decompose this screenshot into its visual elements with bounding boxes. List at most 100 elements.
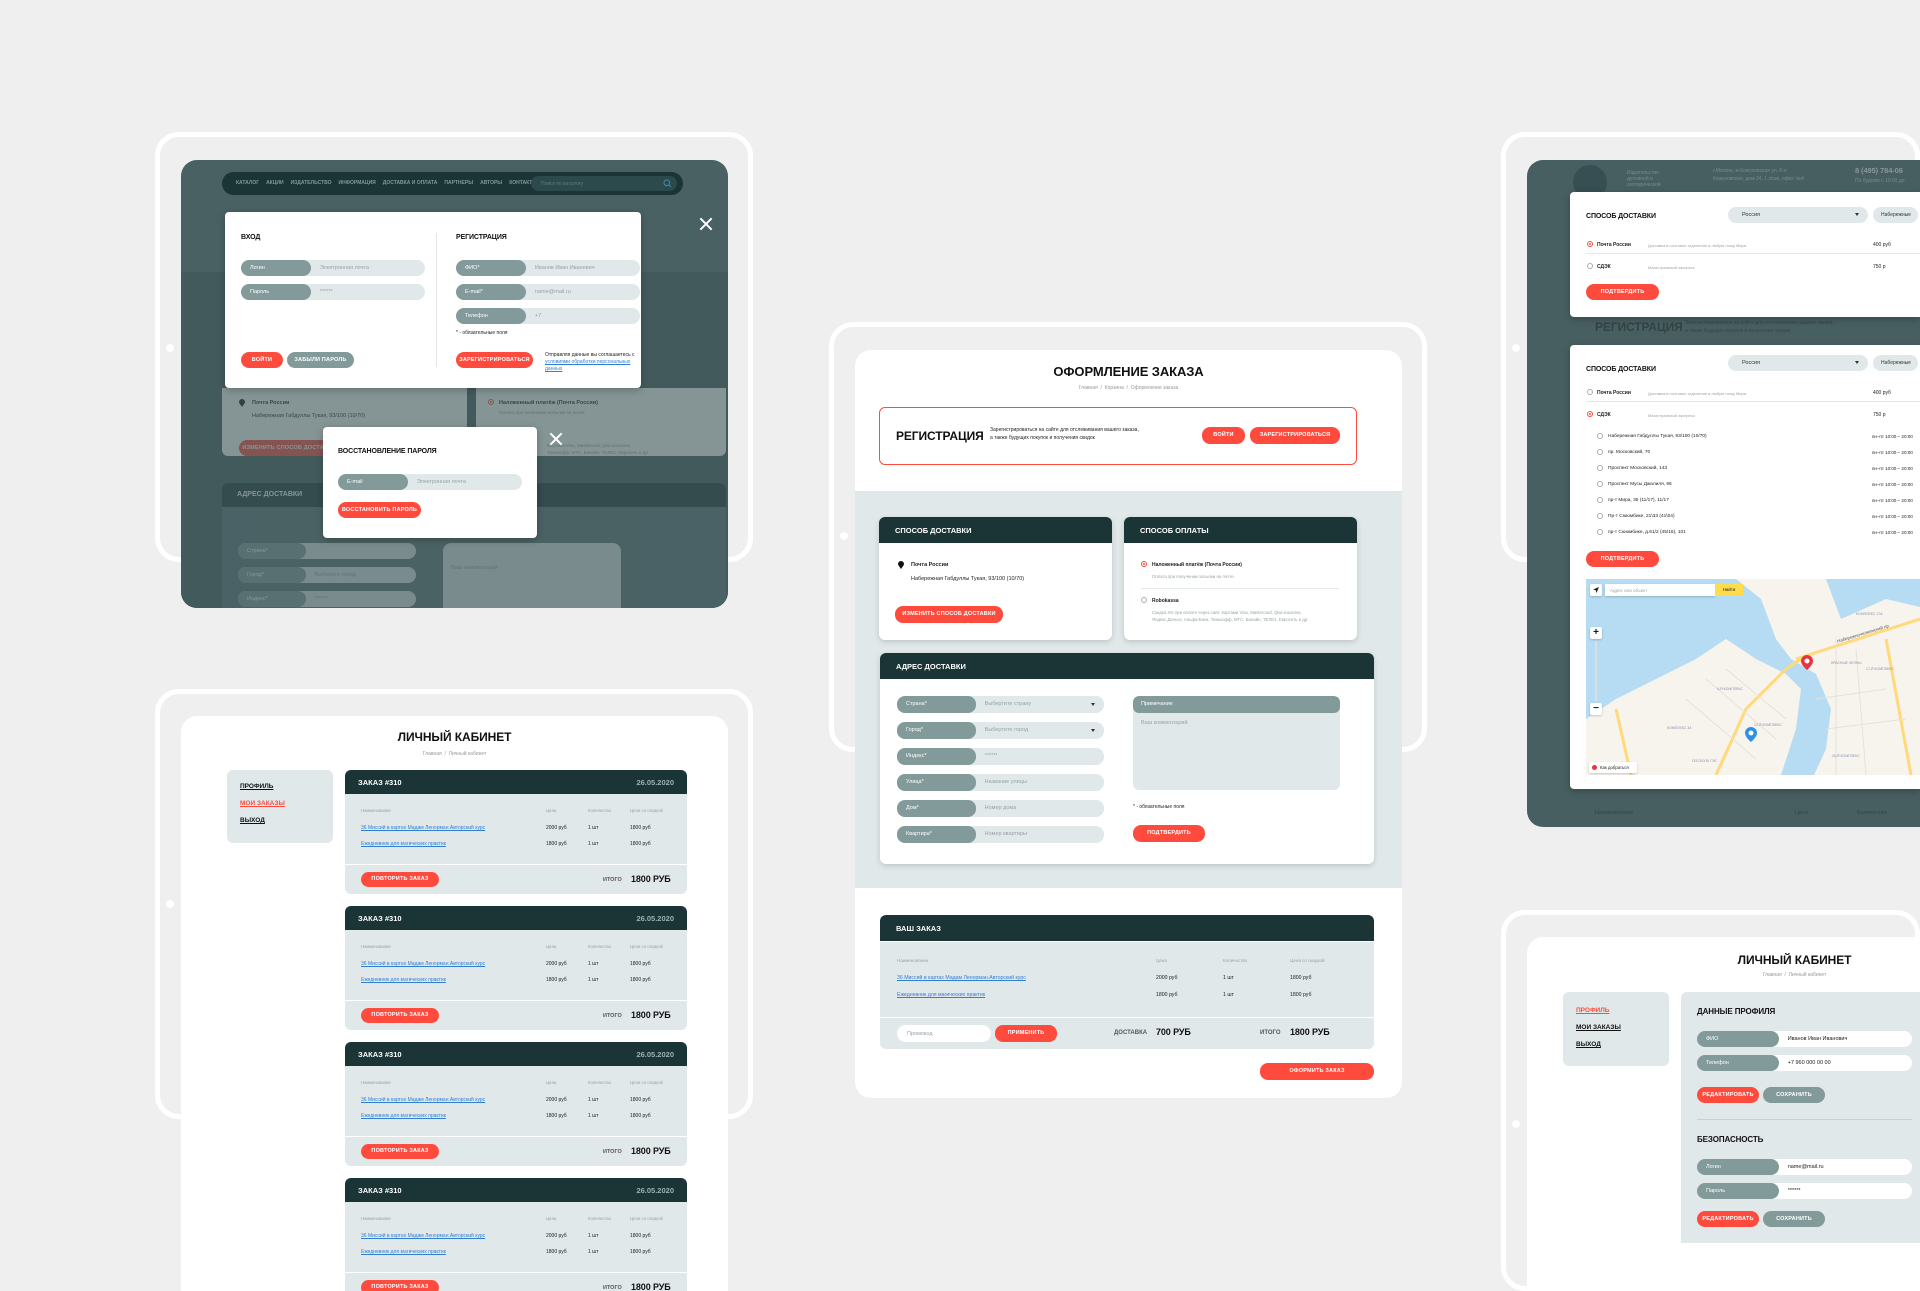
map[interactable]: Набережночелнинский пр КОМПЛЕКС 17А КРАС… — [1586, 579, 1920, 775]
login-field[interactable]: Логин Электронная почта — [241, 260, 425, 276]
password-field[interactable]: Пароль ****** — [241, 284, 425, 300]
product-link[interactable]: 36 Миссий в картах Мадам Ленорман.Авторс… — [361, 961, 486, 967]
confirm-delivery-button[interactable]: ПОДТВЕРДИТЬ — [1586, 551, 1659, 567]
product-link[interactable]: 36 Миссий в картах Мадам Ленорман.Авторс… — [361, 825, 486, 831]
nav-item[interactable]: КАТАЛОГ — [236, 180, 260, 186]
pickup-point[interactable]: Набережная Габдуллы Тукая, 93/100 (10/70… — [1570, 433, 1920, 441]
product-link[interactable]: 36 Миссий в картах Мадам Ленорман.Авторс… — [361, 1097, 486, 1103]
city-select[interactable]: Набережные — [1873, 355, 1918, 371]
edit-security-button[interactable]: РЕДАКТИРОВАТЬ — [1697, 1211, 1759, 1227]
product-link[interactable]: Ежедневник для магических практик — [361, 977, 446, 983]
nav-item[interactable]: ИЗДАТЕЛЬСТВО — [290, 180, 332, 186]
register-button[interactable]: ЗАРЕГИСТРИРОВАТЬСЯ — [456, 352, 533, 368]
repeat-order-button[interactable]: ПОВТОРИТЬ ЗАКАЗ — [361, 1144, 439, 1159]
geolocation-button[interactable] — [1590, 584, 1602, 596]
zoom-out-button[interactable]: − — [1590, 703, 1602, 715]
fullname-field[interactable]: ФИО* Иванов Иван Иванович — [456, 260, 640, 276]
menu-my-orders[interactable]: МОИ ЗАКАЗЫ — [240, 800, 285, 807]
product-link[interactable]: Ежедневник для магических практик — [361, 1249, 446, 1255]
delivery-radio[interactable] — [1587, 411, 1593, 417]
change-delivery-button[interactable]: ИЗМЕНИТЬ СПОСОБ ДОСТАВКИ — [895, 606, 1003, 623]
repeat-order-button[interactable]: ПОВТОРИТЬ ЗАКАЗ — [361, 1280, 439, 1291]
promo-code-input[interactable]: Промокод — [897, 1025, 991, 1042]
close-icon[interactable] — [699, 217, 713, 231]
pickup-point[interactable]: Проспект Мусы Джалиля, 66 пн–пт 10:00 – 2… — [1570, 481, 1920, 489]
confirm-address-button[interactable]: ПОДТВЕРДИТЬ — [1133, 825, 1205, 842]
country-select[interactable]: Россия — [1728, 207, 1868, 223]
login-button[interactable]: ВОЙТИ — [1202, 427, 1245, 444]
breadcrumb-home[interactable]: Главная — [1078, 385, 1098, 391]
product-link[interactable]: Ежедневник для магических практик — [361, 841, 446, 847]
product-link[interactable]: 36 Миссий в картах Мадам Ленорман.Авторс… — [897, 975, 1026, 981]
pickup-radio[interactable] — [1597, 513, 1603, 519]
zoom-slider[interactable] — [1595, 641, 1597, 701]
fullname-field[interactable]: ФИО Иванов Иван Иванович — [1697, 1031, 1912, 1047]
zoom-in-button[interactable]: + — [1590, 627, 1602, 639]
repeat-order-button[interactable]: ПОВТОРИТЬ ЗАКАЗ — [361, 872, 439, 887]
nav-item[interactable]: АВТОРЫ — [480, 180, 503, 186]
nav-item[interactable]: ИНФОРМАЦИЯ — [338, 180, 376, 186]
pickup-radio[interactable] — [1597, 497, 1603, 503]
privacy-link[interactable]: условиями обработки персональных данных — [545, 359, 631, 372]
breadcrumb-home[interactable]: Главная — [1762, 972, 1782, 978]
city-select[interactable]: Город* Выбертите город — [897, 722, 1104, 739]
pickup-radio[interactable] — [1597, 433, 1603, 439]
recover-password-button[interactable]: ВОССТАНОВИТЬ ПАРОЛЬ — [338, 502, 421, 518]
nav-item[interactable]: КОНТАКТЫ — [509, 180, 538, 186]
phone-field[interactable]: Телефон +7 — [456, 308, 640, 324]
nav-item[interactable]: АКЦИИ — [266, 180, 284, 186]
nav-item[interactable]: ДОСТАВКА И ОПЛАТА — [382, 180, 438, 186]
close-icon[interactable] — [549, 432, 563, 446]
delivery-radio[interactable] — [1587, 241, 1593, 247]
delivery-radio[interactable] — [1587, 389, 1593, 395]
route-button[interactable]: Как добраться — [1589, 762, 1637, 773]
menu-my-orders[interactable]: МОИ ЗАКАЗЫ — [1576, 1024, 1621, 1031]
country-select[interactable]: Россия — [1728, 355, 1868, 371]
delivery-radio[interactable] — [1587, 263, 1593, 269]
place-order-button[interactable]: ОФОРМИТЬ ЗАКАЗ — [1260, 1063, 1374, 1080]
pickup-radio[interactable] — [1597, 481, 1603, 487]
password-field[interactable]: Пароль ****** — [1697, 1183, 1912, 1199]
postcode-field[interactable]: Индекс* ****** — [897, 748, 1104, 765]
pickup-point[interactable]: Проспект Московский, 143 пн–пт 10:00 – 20… — [1570, 465, 1920, 473]
house-field[interactable]: Дом* Номер дома — [897, 800, 1104, 817]
apartment-field[interactable]: Квартира* Номер квартиры — [897, 826, 1104, 843]
product-link[interactable]: Ежедневник для магических практик — [897, 992, 986, 998]
search-input[interactable]: Поиск по каталогу — [531, 176, 677, 191]
breadcrumb-cart[interactable]: Корзина — [1104, 385, 1124, 391]
map-search-button[interactable]: Найти — [1715, 584, 1743, 596]
apply-promo-button[interactable]: ПРИМЕНИТЬ — [995, 1025, 1057, 1042]
street-field[interactable]: Улица* Название улицы — [897, 774, 1104, 791]
pickup-point[interactable]: пр-т Сююмбике, д.61/2 (45/16), 101 пн–пт … — [1570, 529, 1920, 537]
phone-field[interactable]: Телефон +7 960 000 00 00 — [1697, 1055, 1912, 1071]
product-link[interactable]: Ежедневник для магических практик — [361, 1113, 446, 1119]
menu-logout[interactable]: ВЫХОД — [240, 817, 265, 824]
city-select[interactable]: Набережные — [1873, 207, 1918, 223]
recovery-email-field[interactable]: E-mail Электронная почта — [338, 474, 522, 490]
product-link[interactable]: 36 Миссий в картах Мадам Ленорман.Авторс… — [361, 1233, 486, 1239]
pickup-radio[interactable] — [1597, 529, 1603, 535]
edit-profile-button[interactable]: РЕДАКТИРОВАТЬ — [1697, 1087, 1759, 1103]
country-select[interactable]: Страна* Выбертите страну — [897, 696, 1104, 713]
menu-logout[interactable]: ВЫХОД — [1576, 1041, 1601, 1048]
register-button[interactable]: ЗАРЕГИСТРИРОВАТЬСЯ — [1250, 427, 1340, 444]
login-button[interactable]: ВОЙТИ — [241, 352, 283, 368]
pickup-point[interactable]: Пр-т Сююмбике, 21\33 (41\04) пн–пт 10:00 … — [1570, 513, 1920, 521]
nav-item[interactable]: ПАРТНЕРЫ — [444, 180, 474, 186]
login-field[interactable]: Логин name@mail.ru — [1697, 1159, 1912, 1175]
email-field[interactable]: E-mail* name@mail.ru — [456, 284, 640, 300]
payment-radio-robokassa[interactable] — [1141, 597, 1147, 603]
repeat-order-button[interactable]: ПОВТОРИТЬ ЗАКАЗ — [361, 1008, 439, 1023]
pickup-radio[interactable] — [1597, 449, 1603, 455]
menu-profile[interactable]: ПРОФИЛЬ — [240, 783, 274, 790]
forgot-password-button[interactable]: ЗАБЫЛИ ПАРОЛЬ — [287, 352, 354, 368]
save-security-button[interactable]: СОХРАНИТЬ — [1763, 1211, 1825, 1227]
pickup-point[interactable]: пр-т Мира, 35 (11/17), 11/17 пн–пт 10:00 … — [1570, 497, 1920, 505]
confirm-delivery-button[interactable]: ПОДТВЕРДИТЬ — [1586, 284, 1659, 300]
pickup-radio[interactable] — [1597, 465, 1603, 471]
comment-textarea[interactable]: Примечание Ваш комментарий — [1133, 696, 1340, 790]
payment-radio-cod[interactable] — [1141, 561, 1147, 567]
breadcrumb-home[interactable]: Главная — [422, 751, 442, 757]
save-profile-button[interactable]: СОХРАНИТЬ — [1763, 1087, 1825, 1103]
map-search-input[interactable]: Адрес или объект — [1605, 584, 1715, 596]
